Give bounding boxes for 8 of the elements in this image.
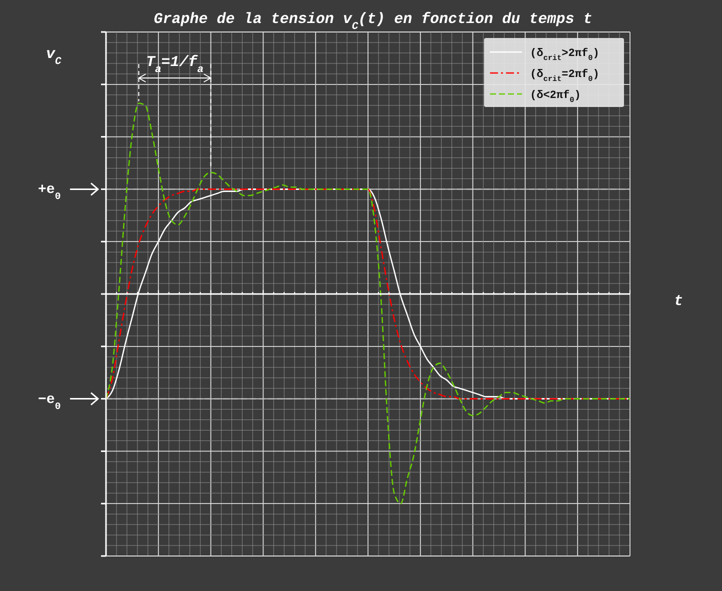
chart-title: Graphe de la tension v$_{C}$(t) en fonction du temps t xyxy=(154,11,592,33)
y-axis-title: v$_{C}$ xyxy=(46,46,62,68)
legend-label: (δ<2πf$_{0}$) xyxy=(530,89,581,105)
legend-label: (δ$_{crit}$>2πf$_{0}$) xyxy=(530,47,600,63)
ref-line-label: +e$_{0}$ xyxy=(38,182,61,202)
x-axis-title: t xyxy=(674,293,684,310)
ref-line-label: −e$_{0}$ xyxy=(38,392,61,412)
legend-label: (δ$_{crit}$=2πf$_{0}$) xyxy=(530,68,600,84)
